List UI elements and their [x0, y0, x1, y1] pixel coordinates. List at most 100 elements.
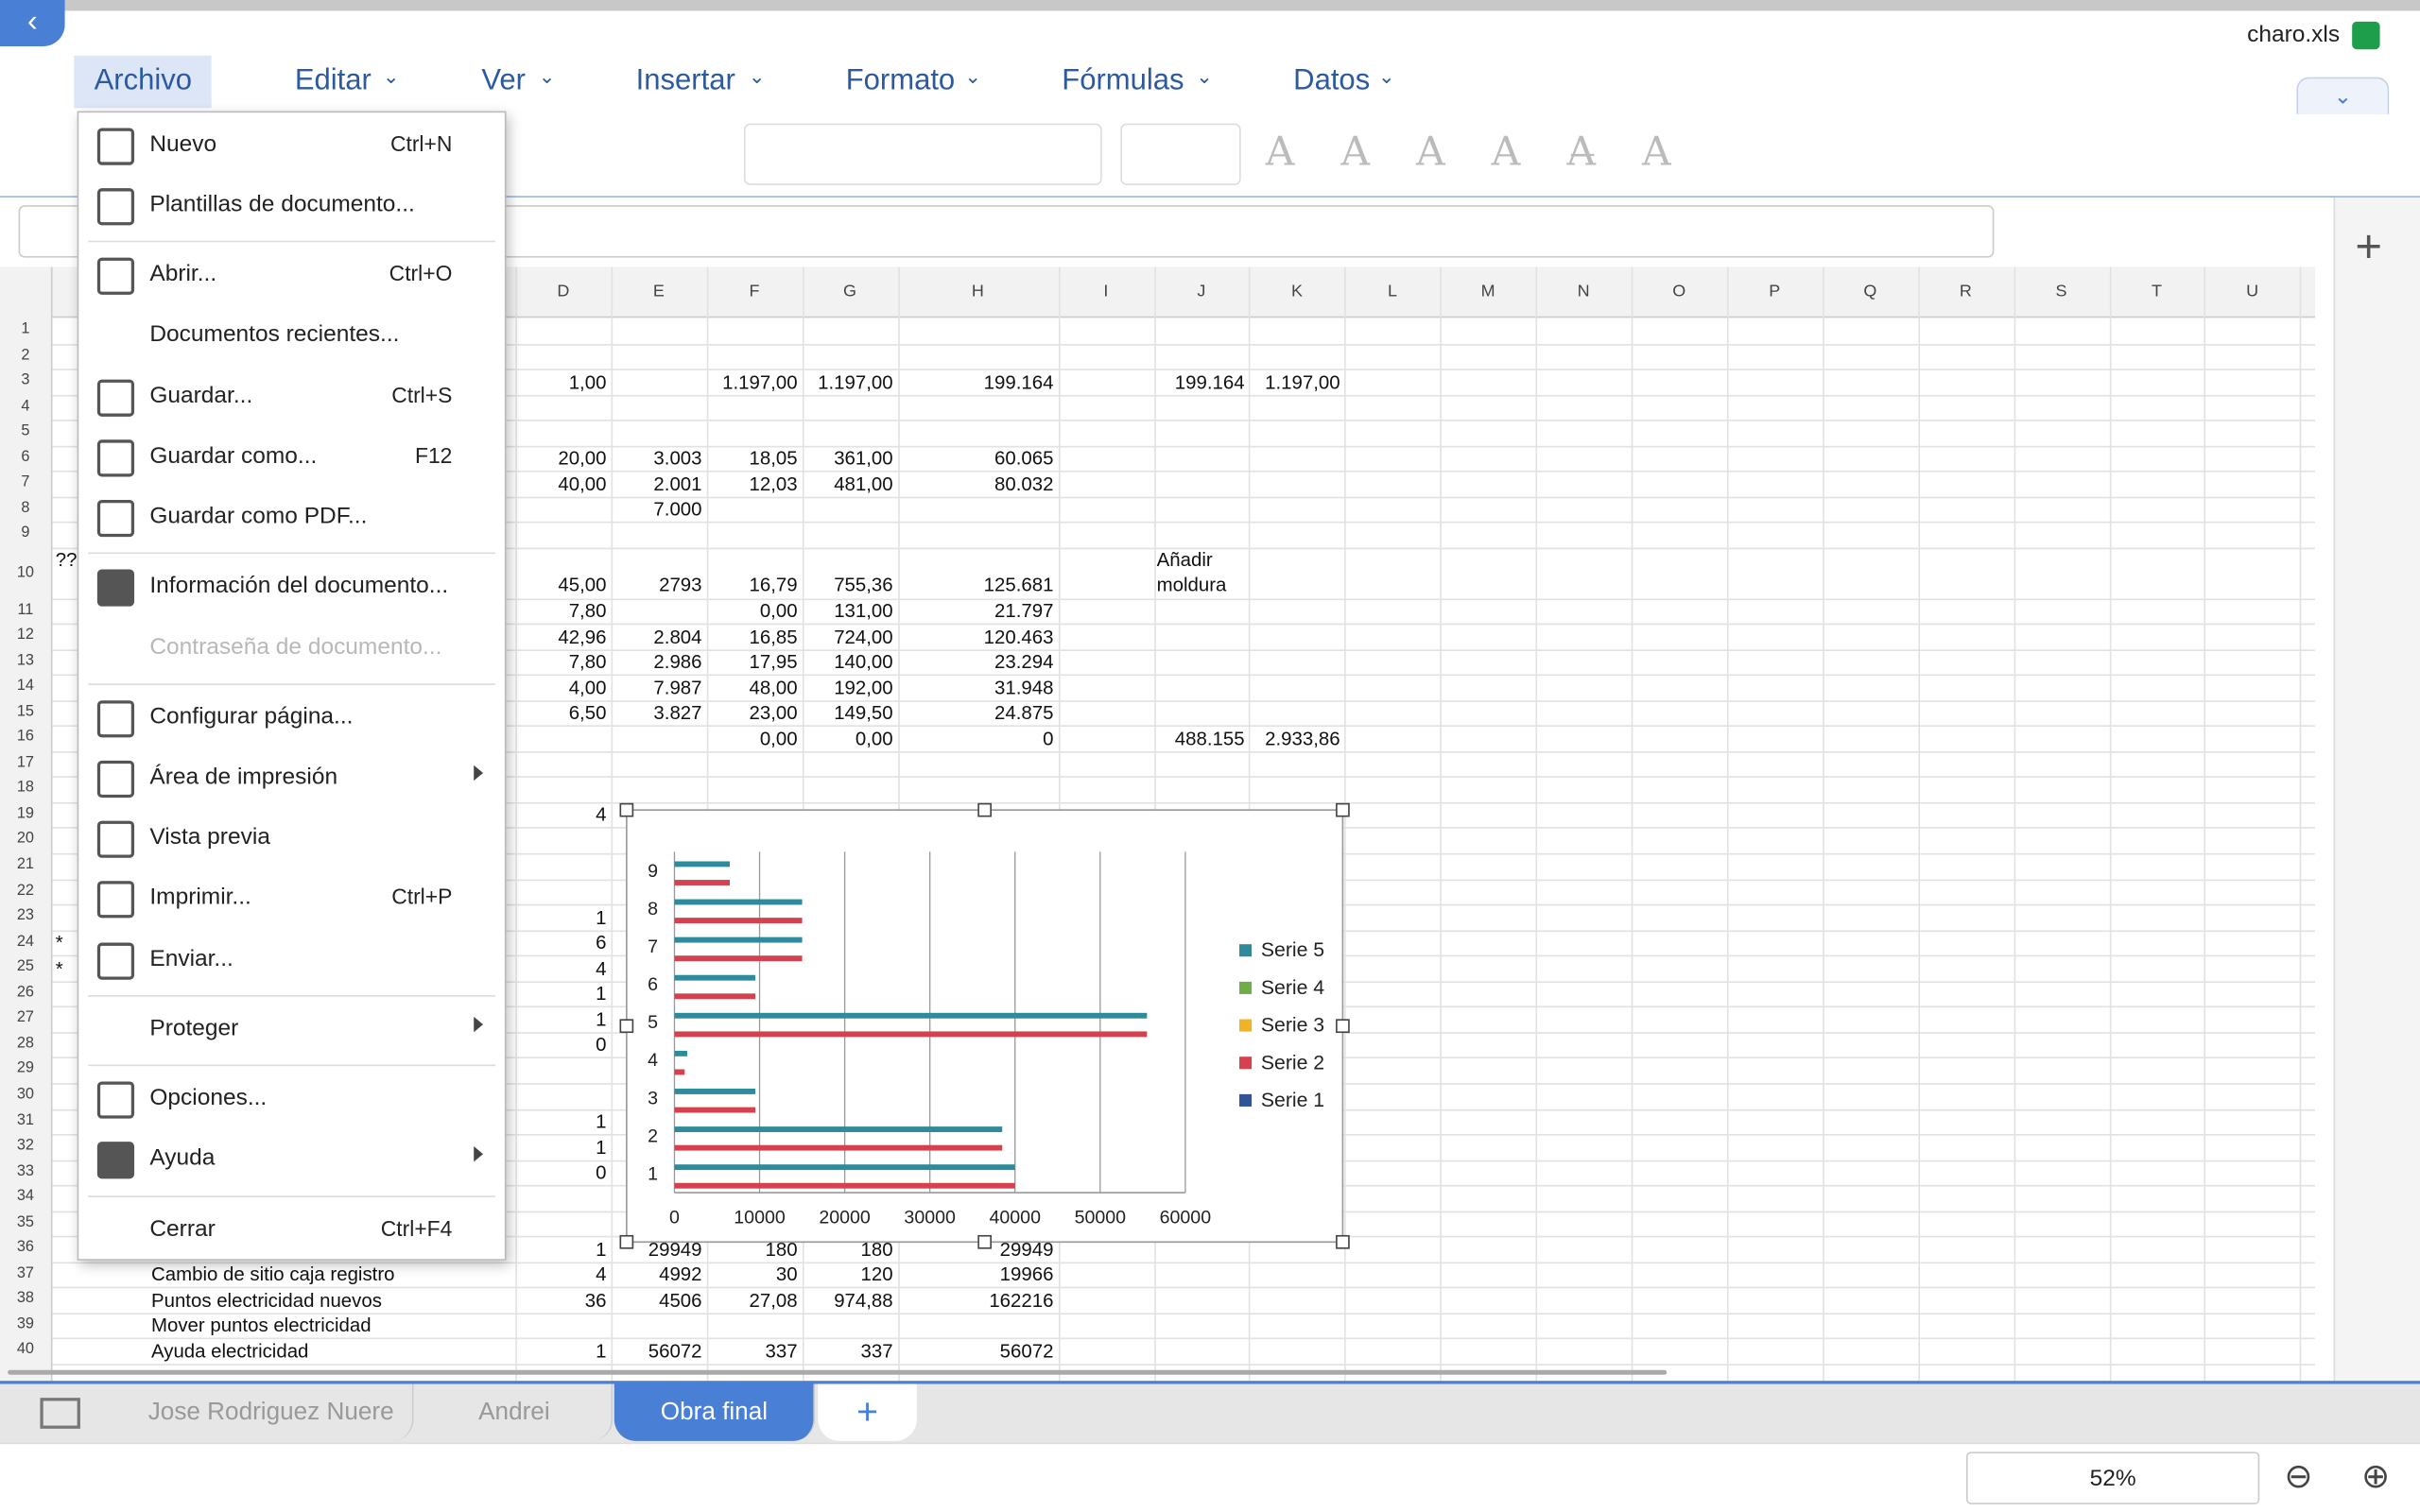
- dropdown-arrow[interactable]: ⌄: [382, 64, 400, 89]
- y-tick-label: 6: [648, 974, 658, 995]
- zoom-box[interactable]: 52%: [1966, 1452, 2260, 1504]
- cell: 4: [596, 957, 607, 980]
- row-line: [52, 801, 2315, 804]
- bar: [674, 861, 731, 868]
- menu-item[interactable]: Área de impresión: [149, 764, 338, 790]
- font-size-box[interactable]: [1120, 123, 1241, 185]
- row-header-bar: [0, 266, 53, 1386]
- menu-item[interactable]: Plantillas de documento...: [149, 191, 415, 218]
- y-tick-label: 9: [648, 861, 658, 882]
- dropdown-arrow[interactable]: ⌄: [964, 64, 982, 89]
- cell: 1: [596, 1136, 607, 1159]
- cell: 16,85: [749, 626, 798, 647]
- bar: [674, 918, 803, 924]
- menu-item[interactable]: Cerrar: [149, 1215, 216, 1243]
- menu-item[interactable]: Enviar...: [149, 945, 233, 972]
- add-button[interactable]: +: [2355, 222, 2383, 273]
- y-tick-label: 8: [648, 899, 658, 919]
- collapse-button[interactable]: ⌄: [2296, 77, 2390, 114]
- menu-item[interactable]: Ayuda: [149, 1144, 216, 1172]
- menu-item[interactable]: Imprimir...: [149, 884, 251, 911]
- bar: [674, 1012, 1148, 1019]
- menu-item[interactable]: Guardar...: [149, 382, 253, 409]
- column-header: G: [842, 282, 856, 301]
- cell: 20,00: [558, 447, 607, 470]
- menu-item[interactable]: Proteger: [149, 1015, 239, 1042]
- menu-tab[interactable]: Editar: [294, 64, 372, 97]
- cell: 755,36: [834, 573, 893, 595]
- zoom-in[interactable]: ⊕: [2360, 1456, 2391, 1496]
- cell: 18,05: [749, 447, 798, 470]
- row-number: 30: [16, 1086, 35, 1104]
- menu-tab[interactable]: Datos: [1293, 64, 1371, 97]
- top-bar: [0, 0, 2420, 11]
- cell: 180: [765, 1238, 798, 1261]
- sheets-icon[interactable]: [40, 1398, 80, 1429]
- menu-item[interactable]: Guardar como PDF...: [149, 503, 368, 529]
- menu-tab[interactable]: Ver: [481, 64, 526, 97]
- menu-item[interactable]: Vista previa: [149, 823, 270, 850]
- row-line: [52, 699, 2315, 702]
- column-header: R: [1959, 282, 1972, 301]
- menu-item[interactable]: Opciones...: [149, 1084, 268, 1111]
- bar: [674, 974, 756, 981]
- sheet-tab[interactable]: Obra final: [614, 1383, 816, 1441]
- cell: 19966: [999, 1263, 1054, 1286]
- cell: 4,00: [568, 677, 607, 699]
- row-line: [52, 1313, 2315, 1314]
- cell: 199.164: [983, 370, 1054, 393]
- menu-shortcut: Ctrl+S: [391, 382, 453, 408]
- menu-icon: [96, 257, 135, 295]
- right-sidebar: [2333, 197, 2420, 1386]
- row-line: [52, 674, 2315, 677]
- row-number: 35: [16, 1213, 35, 1231]
- cell: 6: [596, 932, 607, 954]
- cell: Mover puntos electricidad: [151, 1314, 372, 1337]
- cell: 481,00: [834, 472, 893, 495]
- dropdown-arrow[interactable]: ⌄: [748, 64, 766, 89]
- row-line: [52, 597, 2315, 600]
- menu-item[interactable]: Nuevo: [149, 130, 217, 158]
- menu-tab[interactable]: Insertar: [635, 64, 735, 97]
- sheet-tab[interactable]: Jose Rodriguez Nuere: [130, 1383, 414, 1441]
- menu-shortcut: Ctrl+F4: [380, 1215, 453, 1241]
- row-number: 19: [16, 805, 35, 823]
- legend-swatch: [1239, 944, 1253, 957]
- chart[interactable]: 0 10000 20000 30000 40000 50000 60000 1 2 3 4 5 6 7 8 9…: [617, 799, 1355, 1256]
- file-menu: Nuevo Ctrl+N Plantillas de documento... Abr…: [77, 111, 507, 1261]
- cell: 1: [596, 1340, 607, 1363]
- cell: 125.681: [983, 573, 1054, 595]
- row-number: 12: [16, 626, 35, 644]
- menu-item[interactable]: Configurar página...: [149, 703, 354, 730]
- row-number: 20: [16, 831, 35, 849]
- menu-item[interactable]: Documentos recientes...: [149, 320, 400, 348]
- sheet-tab[interactable]: Andrei: [416, 1383, 614, 1441]
- cell: 1.197,00: [818, 370, 893, 393]
- row-number: 4: [21, 397, 30, 415]
- column-header: I: [1103, 282, 1109, 301]
- x-tick-label: 30000: [904, 1208, 956, 1228]
- row-number: 2: [21, 346, 30, 364]
- dropdown-arrow[interactable]: ⌄: [538, 64, 556, 89]
- menu-item[interactable]: Abrir...: [149, 260, 217, 287]
- col-line: [2300, 266, 2302, 1382]
- resize-handle: [619, 1019, 634, 1034]
- menu-item[interactable]: Guardar como...: [149, 442, 318, 470]
- menu-item[interactable]: Información del documento...: [149, 572, 449, 599]
- back-button[interactable]: ‹: [0, 0, 65, 46]
- row-number: 25: [16, 958, 35, 976]
- dropdown-arrow[interactable]: ⌄: [1196, 64, 1214, 89]
- col-line: [1344, 266, 1347, 1382]
- dropdown-arrow[interactable]: ⌄: [1377, 64, 1395, 89]
- menu-tab[interactable]: Fórmulas: [1062, 64, 1184, 97]
- x-tick-label: 20000: [819, 1208, 871, 1228]
- menu-tab[interactable]: Archivo: [74, 55, 213, 109]
- font-name-box[interactable]: [743, 123, 1102, 185]
- bar: [674, 1050, 687, 1057]
- zoom-out[interactable]: ⊖: [2284, 1456, 2313, 1496]
- menu-tab[interactable]: Formato: [845, 64, 956, 97]
- menu-separator: [88, 683, 496, 685]
- cell: 0,00: [855, 728, 893, 750]
- add-sheet[interactable]: +: [818, 1383, 917, 1441]
- cell: 30: [775, 1263, 798, 1286]
